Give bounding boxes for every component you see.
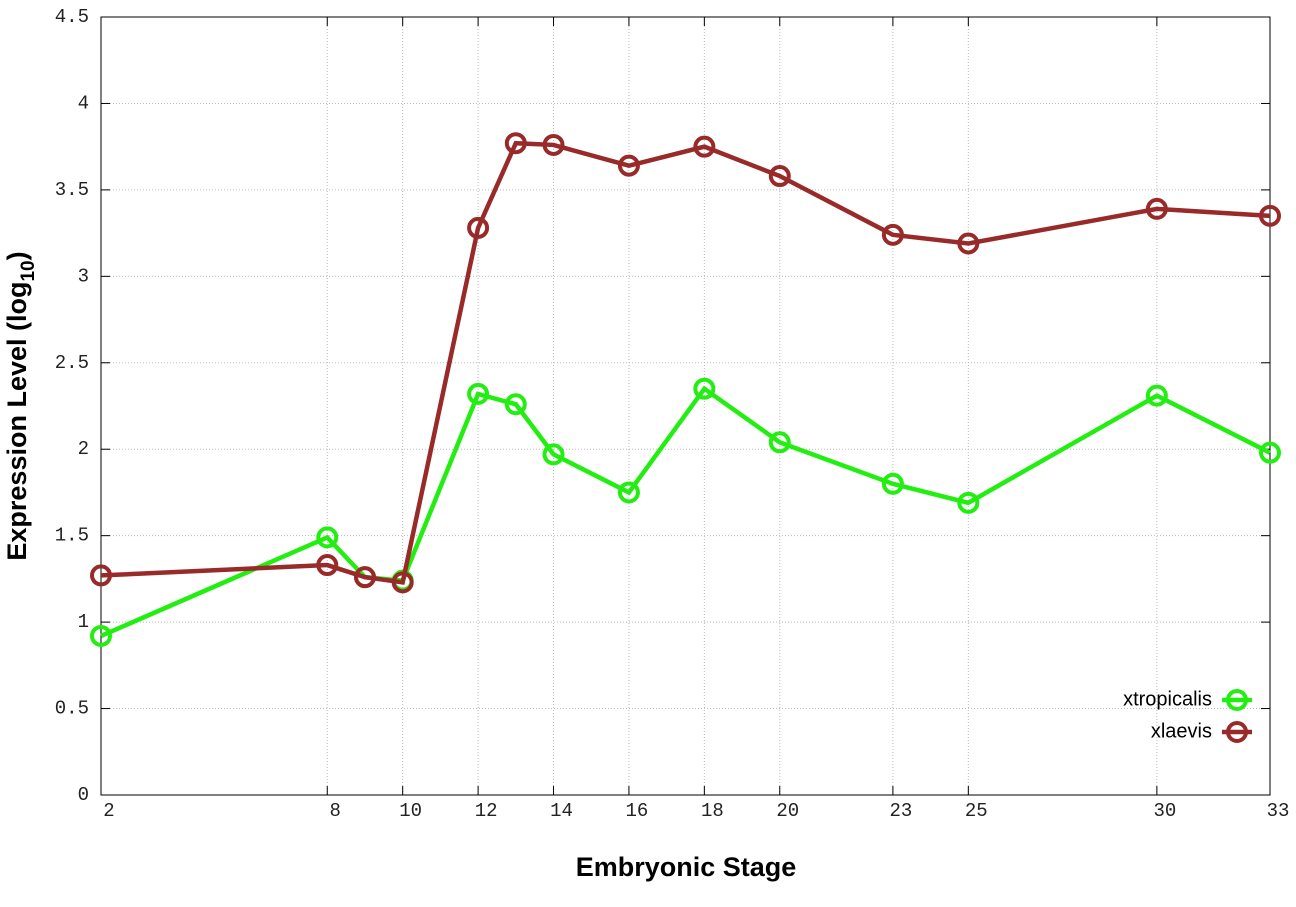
x-tick-label: 10 <box>399 800 422 822</box>
point <box>957 232 980 255</box>
point <box>693 377 716 400</box>
y-tick-label: 2.5 <box>55 352 89 374</box>
y-label-text: Expression Level (log <box>2 282 32 561</box>
point <box>542 133 565 156</box>
point <box>353 566 376 589</box>
point <box>1145 197 1168 220</box>
point <box>768 165 791 188</box>
y-label-end: ) <box>2 251 32 260</box>
y-axis-label: Expression Level (log10) <box>2 251 39 560</box>
point <box>957 491 980 514</box>
plot-frame <box>100 16 1271 796</box>
y-tick-label: 3 <box>78 265 89 287</box>
y-tick-label: 4 <box>78 92 89 114</box>
y-tick-label: 3.5 <box>55 179 89 201</box>
y-tick-label: 1.5 <box>55 525 89 547</box>
x-tick-label: 30 <box>1153 800 1176 822</box>
x-tick-label: 20 <box>776 800 799 822</box>
x-tick-label: 23 <box>889 800 912 822</box>
y-tick-label: 4.5 <box>55 6 89 28</box>
x-tick-label: 14 <box>550 800 573 822</box>
x-tick-label: 12 <box>475 800 498 822</box>
legend-marker <box>1226 721 1248 743</box>
x-tick-label: 16 <box>626 800 649 822</box>
x-tick-label: 18 <box>701 800 724 822</box>
point <box>542 443 565 466</box>
x-tick-label: 25 <box>965 800 988 822</box>
point <box>1259 441 1281 464</box>
point <box>1145 384 1168 407</box>
point <box>90 624 112 647</box>
series-line <box>100 140 1271 585</box>
point <box>617 481 640 504</box>
point <box>881 223 904 246</box>
point <box>391 571 414 594</box>
y-tick-label: 1 <box>78 611 89 633</box>
legend-label: xtropicalis <box>1123 688 1212 710</box>
point <box>1259 204 1281 227</box>
y-label-sub: 10 <box>18 260 39 281</box>
x-tick-label: 33 <box>1267 800 1290 822</box>
point <box>617 154 640 177</box>
legend-label: xlaevis <box>1151 720 1212 742</box>
point <box>467 216 490 239</box>
point <box>693 135 716 158</box>
x-tick-label: 2 <box>103 800 114 822</box>
y-tick-label: 0.5 <box>55 698 89 720</box>
point <box>881 472 904 495</box>
point <box>316 526 339 549</box>
point <box>504 132 527 155</box>
point <box>504 393 527 416</box>
legend-marker <box>1226 689 1248 711</box>
point <box>316 554 339 577</box>
y-tick-label: 2 <box>78 438 89 460</box>
point <box>768 431 791 454</box>
x-tick-label: 8 <box>330 800 341 822</box>
x-axis-label: Embryonic Stage <box>576 852 797 882</box>
point <box>90 564 112 587</box>
point <box>467 382 490 405</box>
series-line <box>100 385 1272 639</box>
y-tick-label: 0 <box>78 784 89 806</box>
